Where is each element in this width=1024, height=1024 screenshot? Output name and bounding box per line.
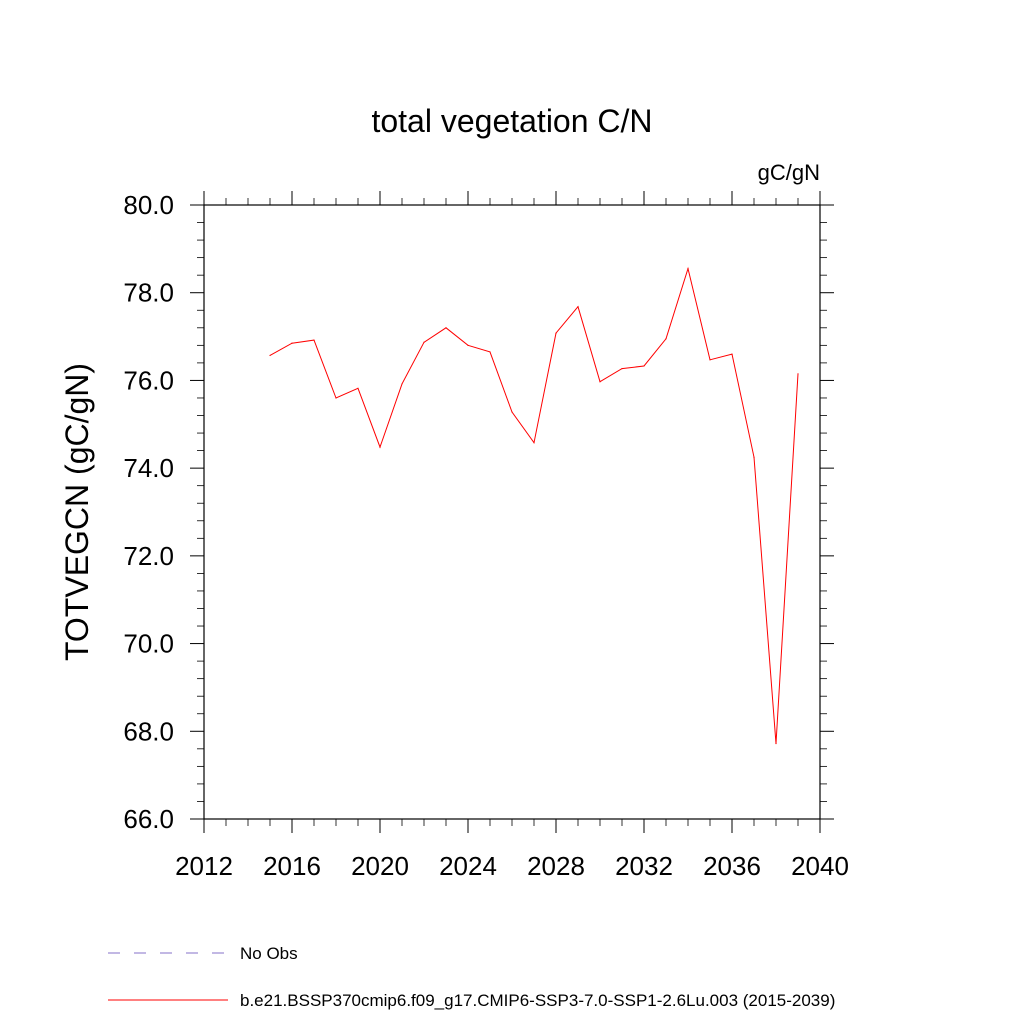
x-tick-label: 2024 (439, 851, 497, 881)
units-label: gC/gN (758, 160, 820, 185)
data-point (665, 338, 667, 340)
legend: No Obs b.e21.BSSP370cmip6.f09_g17.CMIP6-… (108, 944, 835, 1010)
x-tick-label: 2020 (351, 851, 409, 881)
data-point (577, 306, 579, 308)
x-tick-label: 2016 (263, 851, 321, 881)
data-point (313, 339, 315, 341)
data-point (467, 344, 469, 346)
series-layer (269, 266, 799, 745)
data-point (555, 332, 557, 334)
data-point (379, 446, 381, 448)
data-point (291, 342, 293, 344)
data-point (533, 442, 535, 444)
x-tick-label: 2028 (527, 851, 585, 881)
legend-label-model-run: b.e21.BSSP370cmip6.f09_g17.CMIP6-SSP3-7.… (240, 991, 835, 1010)
y-tick-label: 72.0 (123, 541, 174, 571)
data-point (357, 387, 359, 389)
data-point (621, 367, 623, 370)
series-line-0 (269, 266, 799, 744)
y-tick-label: 80.0 (123, 190, 174, 220)
x-tick-label: 2036 (703, 851, 761, 881)
legend-label-no-obs: No Obs (240, 944, 298, 963)
data-point (731, 353, 733, 355)
x-tick-label: 2012 (175, 851, 233, 881)
chart-title: total vegetation C/N (371, 103, 652, 139)
x-tick-label: 2040 (791, 851, 849, 881)
y-tick-label: 70.0 (123, 629, 174, 659)
data-point (335, 397, 337, 399)
y-tick-label: 78.0 (123, 278, 174, 308)
y-tick-label: 66.0 (123, 804, 174, 834)
data-point (797, 373, 799, 375)
y-tick-label: 76.0 (123, 365, 174, 395)
plot-frame (203, 204, 821, 820)
data-point (423, 341, 425, 343)
data-point (687, 267, 689, 270)
data-point (643, 365, 645, 367)
data-point (401, 383, 403, 385)
y-axis-label: TOTVEGCN (gC/gN) (59, 363, 95, 661)
data-point (775, 742, 777, 745)
y-axis: 66.0 68.0 70.0 72.0 74.0 76.0 78.0 80.0 (123, 190, 834, 834)
data-point (445, 327, 447, 329)
data-point (511, 411, 513, 413)
data-point (753, 456, 755, 458)
data-point (269, 354, 271, 357)
x-tick-label: 2032 (615, 851, 673, 881)
data-point (489, 351, 491, 353)
data-point (709, 359, 711, 361)
x-axis: 2012 2016 2020 2024 2028 2032 2036 2040 (175, 191, 849, 881)
y-tick-label: 68.0 (123, 716, 174, 746)
y-tick-label: 74.0 (123, 453, 174, 483)
data-point (599, 381, 601, 383)
